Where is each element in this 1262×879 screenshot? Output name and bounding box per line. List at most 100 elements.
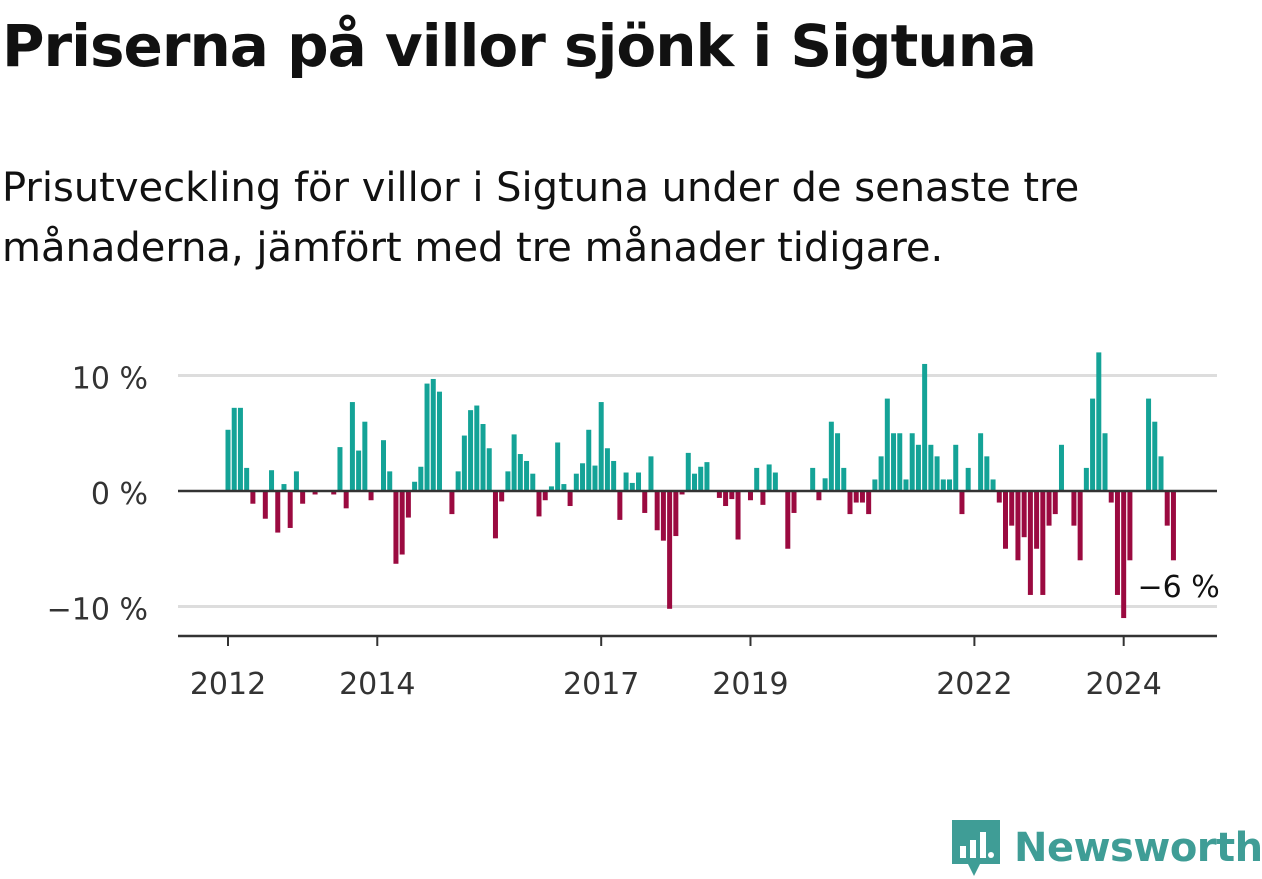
bar: [959, 491, 965, 515]
bar: [250, 491, 256, 504]
bar: [996, 491, 1002, 503]
bar: [1170, 491, 1176, 561]
bar: [816, 491, 822, 501]
bar: [772, 472, 778, 491]
bar: [580, 463, 586, 491]
bar: [331, 491, 337, 495]
bar: [262, 491, 268, 519]
bar: [598, 402, 604, 491]
bar: [660, 491, 666, 541]
bar: [542, 491, 548, 501]
bar: [1108, 491, 1114, 503]
bar: [449, 491, 455, 515]
bar: [984, 456, 990, 491]
bar: [1127, 491, 1133, 561]
newsworthy-logo-icon: [952, 820, 1000, 876]
bar: [1114, 491, 1120, 595]
bar: [785, 491, 791, 549]
x-tick-label: 2024: [1086, 667, 1162, 702]
bar: [1034, 491, 1040, 549]
bar: [468, 410, 474, 491]
bar: [474, 405, 480, 491]
bar: [511, 434, 517, 491]
bar: [1015, 491, 1021, 561]
bar: [729, 491, 735, 500]
bar: [225, 429, 231, 491]
bar: [1102, 433, 1108, 491]
bar: [853, 491, 859, 503]
bar: [642, 491, 648, 513]
bar-chart: 10 % 0 % −10 % 2012 2014 2017 2019 2022 2024 −6 %…: [46, 352, 1220, 702]
bar: [567, 491, 573, 507]
chart-title: Priserna på villor sjönk i Sigtuna: [2, 12, 1037, 80]
bar: [312, 491, 318, 495]
bar: [735, 491, 741, 540]
bar: [698, 466, 704, 492]
bar: [399, 491, 405, 555]
bar: [293, 471, 299, 492]
x-tick-label: 2012: [190, 667, 266, 702]
bar: [617, 491, 623, 520]
bar: [623, 472, 629, 491]
bar: [1009, 491, 1015, 526]
bar: [835, 433, 841, 491]
bar: [586, 429, 592, 491]
bar: [866, 491, 872, 515]
bar: [349, 402, 355, 491]
bar: [629, 482, 635, 492]
bar: [548, 486, 554, 491]
bar: [673, 491, 679, 537]
bar: [269, 470, 275, 491]
chart-subtitle: Prisutveckling för villor i Sigtuna unde…: [2, 165, 1080, 271]
bar: [287, 491, 293, 528]
bar: [405, 491, 411, 518]
bar: [393, 491, 399, 564]
bar: [604, 448, 610, 491]
bar: [636, 472, 642, 491]
bar: [766, 464, 772, 492]
bar: [505, 471, 511, 492]
bar: [685, 452, 691, 491]
bar: [891, 433, 897, 491]
bar: [275, 491, 281, 533]
bar: [965, 467, 971, 491]
bar: [953, 444, 959, 491]
bar: [343, 491, 349, 509]
brand-name: Newsworthy: [1014, 825, 1262, 871]
bar: [1158, 456, 1164, 491]
bar: [940, 479, 946, 491]
bar: [679, 491, 685, 495]
bar: [430, 378, 436, 491]
bar: [337, 447, 343, 491]
brand-logo: Newsworthy: [950, 818, 1262, 878]
bar: [915, 444, 921, 491]
bar: [1083, 467, 1089, 491]
bar: [909, 433, 915, 491]
bar: [1077, 491, 1083, 561]
last-value-label: −6 %: [1137, 570, 1219, 605]
bar: [847, 491, 853, 515]
bar: [356, 450, 362, 491]
bar: [903, 479, 909, 491]
bar: [362, 421, 368, 491]
bar: [704, 462, 710, 492]
bar: [822, 478, 828, 492]
bar: [654, 491, 660, 531]
bar: [555, 442, 561, 491]
bar: [1146, 398, 1152, 491]
bar: [872, 479, 878, 491]
y-tick-label: 10 %: [72, 362, 148, 397]
x-tick-label: 2014: [339, 667, 415, 702]
bar: [1164, 491, 1170, 526]
bar: [592, 465, 598, 491]
bar: [499, 491, 505, 502]
bar: [517, 454, 523, 491]
bar: [1096, 352, 1102, 491]
bar: [1027, 491, 1033, 595]
bar: [300, 491, 306, 504]
bar: [947, 479, 953, 491]
bar: [1121, 491, 1127, 619]
bar: [368, 491, 374, 501]
bar: [1040, 491, 1046, 595]
bar: [990, 479, 996, 491]
